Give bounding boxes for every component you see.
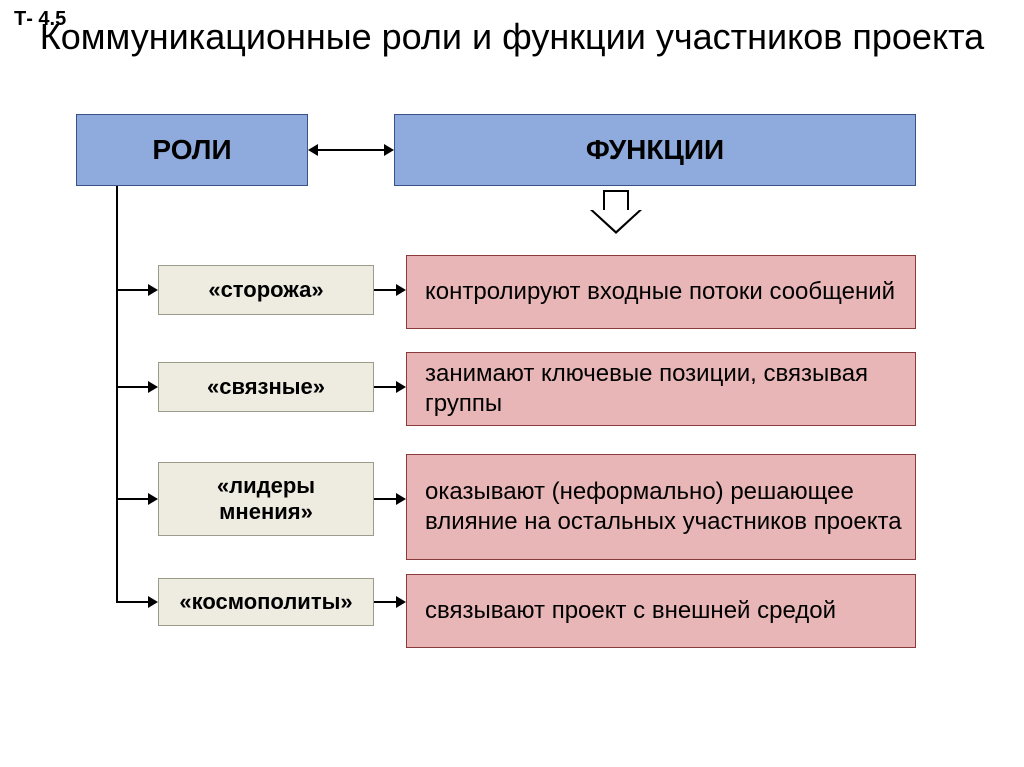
func-label: контролируют входные потоки сообщений xyxy=(425,277,895,307)
role-label: «космополиты» xyxy=(179,589,352,615)
role-label: «связные» xyxy=(207,374,325,400)
func-box: связывают проект с внешней средой xyxy=(406,574,916,648)
header-funcs-label: ФУНКЦИИ xyxy=(586,134,724,166)
role-box: «космополиты» xyxy=(158,578,374,626)
func-label: оказывают (неформально) решающее влияние… xyxy=(425,477,903,537)
func-label: занимают ключевые позиции, связывая груп… xyxy=(425,359,903,419)
down-block-arrow xyxy=(590,190,642,236)
func-box: контролируют входные потоки сообщений xyxy=(406,255,916,329)
func-box: занимают ключевые позиции, связывая груп… xyxy=(406,352,916,426)
header-roles: РОЛИ xyxy=(76,114,308,186)
func-label: связывают проект с внешней средой xyxy=(425,596,836,626)
trunk-line xyxy=(116,186,118,602)
role-label: «сторожа» xyxy=(208,277,323,303)
header-roles-label: РОЛИ xyxy=(152,134,231,166)
role-label: «лидеры мнения» xyxy=(169,473,363,526)
func-box: оказывают (неформально) решающее влияние… xyxy=(406,454,916,560)
header-funcs: ФУНКЦИИ xyxy=(394,114,916,186)
role-box: «лидеры мнения» xyxy=(158,462,374,536)
role-box: «сторожа» xyxy=(158,265,374,315)
role-box: «связные» xyxy=(158,362,374,412)
page-title: Коммуникационные роли и функции участник… xyxy=(0,16,1024,58)
